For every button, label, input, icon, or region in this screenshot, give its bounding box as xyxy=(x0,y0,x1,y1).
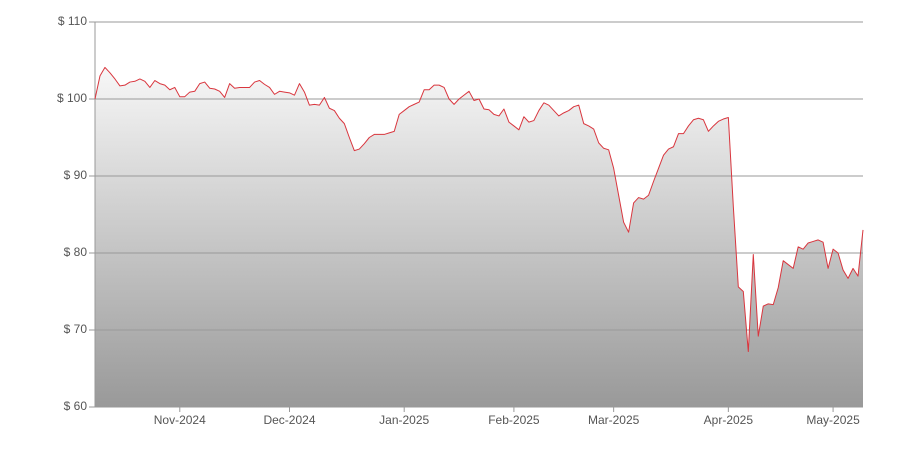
x-tick-label: May-2025 xyxy=(806,413,860,427)
y-tick-label: $ 100 xyxy=(57,91,87,105)
y-tick-label: $ 70 xyxy=(64,322,88,336)
x-tick-label: Nov-2024 xyxy=(154,413,206,427)
x-tick-label: Apr-2025 xyxy=(704,413,754,427)
area-fill xyxy=(95,67,863,408)
y-tick-label: $ 110 xyxy=(58,14,87,28)
y-tick-label: $ 60 xyxy=(64,399,88,413)
price-line xyxy=(94,66,864,353)
x-tick-label: Dec-2024 xyxy=(263,413,315,427)
x-tick-label: Mar-2025 xyxy=(588,413,640,427)
y-tick-label: $ 80 xyxy=(64,245,88,259)
x-tick-label: Jan-2025 xyxy=(379,413,429,427)
y-tick-label: $ 90 xyxy=(64,168,88,182)
x-tick-label: Feb-2025 xyxy=(488,413,540,427)
